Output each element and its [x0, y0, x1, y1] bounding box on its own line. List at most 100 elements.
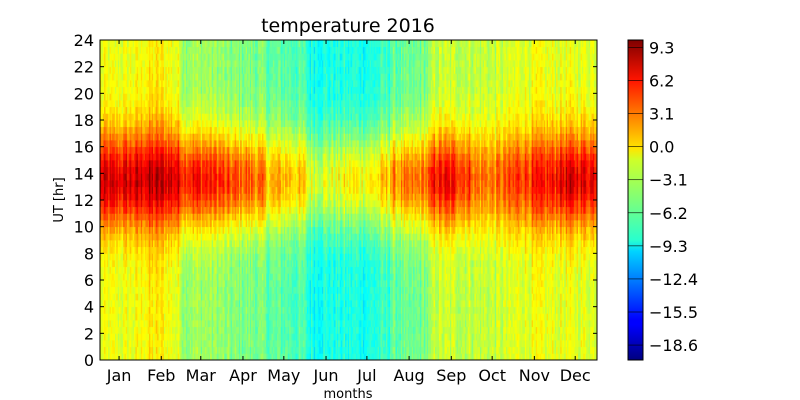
heatmap-cell: [173, 333, 176, 341]
heatmap-cell: [198, 213, 200, 221]
heatmap-cell: [143, 320, 146, 328]
heatmap-cell: [124, 200, 127, 208]
heatmap-cell: [119, 266, 121, 274]
heatmap-cell: [169, 166, 172, 174]
heatmap-cell: [157, 46, 159, 54]
heatmap-cell: [196, 173, 199, 181]
heatmap-cell: [192, 53, 195, 61]
heatmap-cell: [164, 293, 166, 301]
heatmap-cell: [100, 286, 102, 294]
heatmap-cell: [204, 166, 207, 174]
heatmap-cell: [168, 273, 170, 281]
heatmap-cell: [198, 153, 200, 161]
heatmap-cell: [195, 273, 198, 281]
heatmap-cell: [187, 86, 189, 94]
heatmap-cell: [101, 293, 104, 301]
heatmap-cell: [132, 186, 135, 194]
heatmap-cell: [121, 340, 124, 348]
heatmap-cell: [172, 86, 174, 94]
heatmap-cell: [202, 166, 204, 174]
heatmap-cell: [101, 206, 104, 214]
heatmap-cell: [110, 193, 113, 201]
heatmap-cell: [178, 100, 181, 108]
heatmap-cell: [144, 213, 147, 221]
heatmap-cell: [170, 273, 173, 281]
heatmap-cell: [101, 340, 104, 348]
heatmap-cell: [151, 346, 154, 354]
heatmap-cell: [151, 100, 154, 108]
heatmap-cell: [178, 200, 181, 208]
heatmap-cell: [108, 306, 110, 314]
heatmap-cell: [125, 200, 128, 208]
heatmap-cell: [116, 73, 119, 81]
heatmap-cell: [100, 46, 102, 54]
heatmap-cell: [124, 140, 127, 148]
heatmap-cell: [146, 226, 149, 234]
heatmap-cell: [198, 200, 200, 208]
heatmap-cell: [173, 160, 176, 168]
heatmap-cell: [138, 206, 140, 214]
heatmap-cell: [139, 300, 142, 308]
heatmap-cell: [135, 173, 138, 181]
heatmap-cell: [151, 260, 154, 268]
heatmap-cell: [157, 226, 159, 234]
heatmap-cell: [185, 206, 188, 214]
heatmap-cell: [202, 240, 204, 248]
heatmap-cell: [125, 326, 128, 334]
heatmap-cell: [136, 80, 139, 88]
heatmap-cell: [199, 313, 202, 321]
heatmap-cell: [144, 113, 147, 121]
heatmap-cell: [132, 306, 135, 314]
heatmap-cell: [112, 266, 115, 274]
heatmap-cell: [180, 220, 183, 228]
heatmap-cell: [199, 180, 202, 188]
heatmap-cell: [191, 180, 193, 188]
heatmap-cell: [204, 353, 207, 360]
heatmap-cell: [136, 260, 139, 268]
heatmap-cell: [132, 133, 135, 141]
heatmap-cell: [161, 113, 164, 121]
heatmap-cell: [101, 266, 104, 274]
heatmap-cell: [168, 100, 170, 108]
heatmap-cell: [165, 213, 168, 221]
heatmap-cell: [176, 280, 179, 288]
heatmap-cell: [120, 60, 123, 68]
heatmap-cell: [136, 300, 139, 308]
heatmap-cell: [110, 106, 113, 114]
heatmap-cell: [116, 260, 119, 268]
heatmap-cell: [204, 100, 207, 108]
heatmap-cell: [188, 120, 191, 128]
heatmap-cell: [127, 220, 129, 228]
heatmap-cell: [178, 133, 181, 141]
heatmap-cell: [135, 253, 138, 261]
heatmap-cell: [187, 66, 189, 74]
heatmap-cell: [123, 146, 125, 154]
heatmap-cell: [106, 100, 109, 108]
heatmap-cell: [177, 293, 180, 301]
heatmap-cell: [166, 213, 169, 221]
heatmap-cell: [198, 286, 200, 294]
heatmap-cell: [132, 200, 135, 208]
heatmap-cell: [187, 186, 189, 194]
heatmap-cell: [164, 300, 166, 308]
heatmap-cell: [138, 333, 140, 341]
heatmap-cell: [200, 240, 203, 248]
heatmap-cell: [129, 140, 132, 148]
heatmap-cell: [154, 206, 157, 214]
heatmap-cell: [188, 73, 191, 81]
heatmap-cell: [191, 140, 193, 148]
heatmap-cell: [192, 193, 195, 201]
heatmap-cell: [158, 160, 161, 168]
heatmap-cell: [147, 326, 150, 334]
heatmap-cell: [195, 306, 198, 314]
heatmap-cell: [155, 46, 158, 54]
heatmap-cell: [100, 306, 102, 314]
heatmap-cell: [142, 146, 144, 154]
heatmap-cell: [198, 166, 200, 174]
heatmap-cell: [100, 126, 102, 134]
heatmap-cell: [144, 226, 147, 234]
heatmap-cell: [174, 86, 177, 94]
heatmap-cell: [180, 153, 183, 161]
heatmap-cell: [153, 340, 155, 348]
heatmap-cell: [120, 306, 123, 314]
